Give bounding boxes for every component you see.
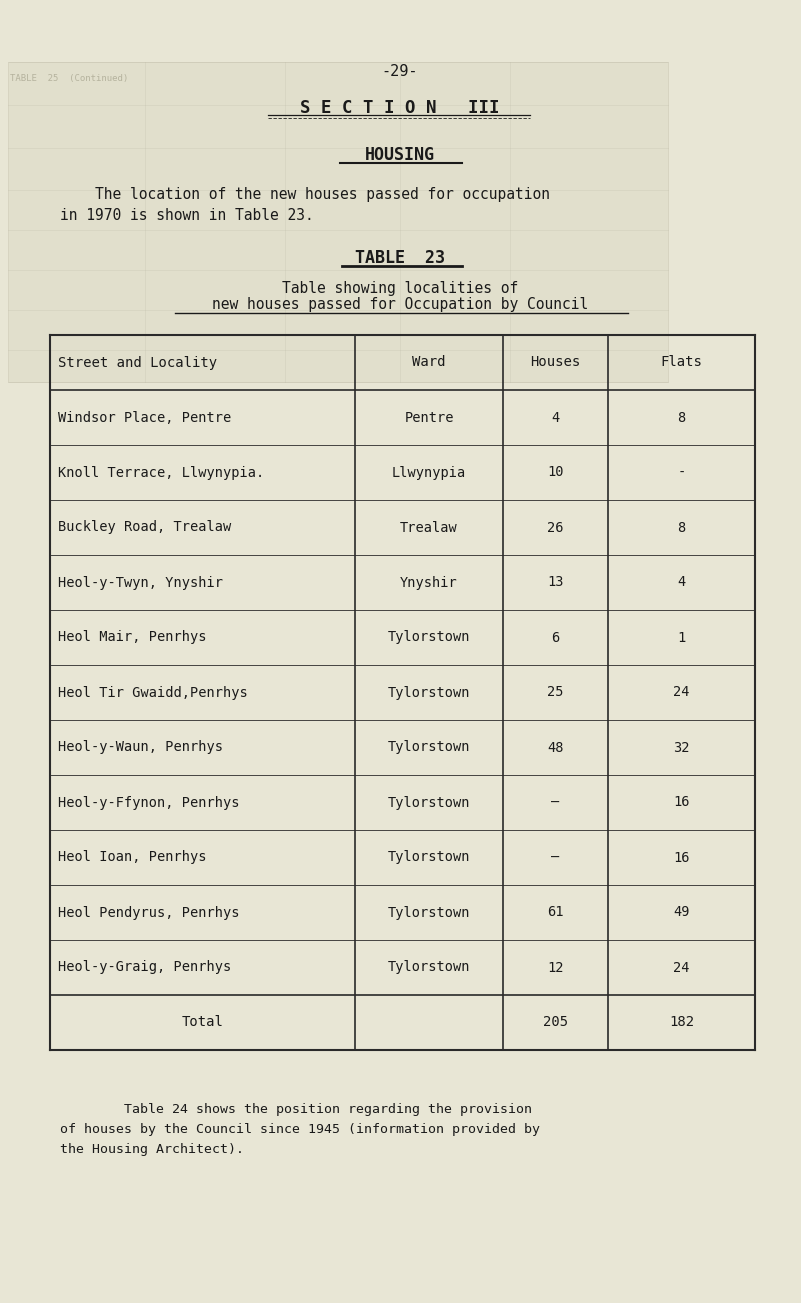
Text: Heol-y-Waun, Penrhys: Heol-y-Waun, Penrhys	[58, 740, 223, 754]
Text: 24: 24	[674, 685, 690, 700]
Text: Tylorstown: Tylorstown	[388, 685, 470, 700]
Text: 61: 61	[547, 906, 564, 920]
Text: Heol Mair, Penrhys: Heol Mair, Penrhys	[58, 631, 207, 645]
Text: new houses passed for Occupation by Council: new houses passed for Occupation by Coun…	[212, 297, 588, 313]
Text: Windsor Place, Pentre: Windsor Place, Pentre	[58, 410, 231, 425]
Text: Flats: Flats	[661, 356, 702, 370]
Text: Llwynypia: Llwynypia	[392, 465, 466, 480]
Text: Tylorstown: Tylorstown	[388, 796, 470, 809]
Text: Heol-y-Twyn, Ynyshir: Heol-y-Twyn, Ynyshir	[58, 576, 223, 589]
Text: 16: 16	[674, 796, 690, 809]
Text: 182: 182	[669, 1015, 694, 1029]
Text: –: –	[551, 796, 560, 809]
Text: Heol Pendyrus, Penrhys: Heol Pendyrus, Penrhys	[58, 906, 239, 920]
Text: 4: 4	[678, 576, 686, 589]
Text: Buckley Road, Trealaw: Buckley Road, Trealaw	[58, 520, 231, 534]
Text: -29-: -29-	[382, 65, 418, 79]
Text: 32: 32	[674, 740, 690, 754]
Text: the Housing Architect).: the Housing Architect).	[60, 1144, 244, 1157]
Text: of houses by the Council since 1945 (information provided by: of houses by the Council since 1945 (inf…	[60, 1123, 540, 1136]
Text: Trealaw: Trealaw	[400, 520, 458, 534]
Text: Street and Locality: Street and Locality	[58, 356, 217, 370]
Text: Knoll Terrace, Llwynypia.: Knoll Terrace, Llwynypia.	[58, 465, 264, 480]
Text: 24: 24	[674, 960, 690, 975]
Text: Ward: Ward	[413, 356, 445, 370]
Text: Pentre: Pentre	[405, 410, 453, 425]
Text: 13: 13	[547, 576, 564, 589]
Text: Tylorstown: Tylorstown	[388, 740, 470, 754]
Text: Table showing localities of: Table showing localities of	[282, 280, 518, 296]
Text: Tylorstown: Tylorstown	[388, 851, 470, 864]
Text: -: -	[678, 465, 686, 480]
Text: S E C T I O N   III: S E C T I O N III	[300, 99, 500, 117]
Text: 26: 26	[547, 520, 564, 534]
Text: Heol Tir Gwaidd,Penrhys: Heol Tir Gwaidd,Penrhys	[58, 685, 248, 700]
Text: Total: Total	[182, 1015, 223, 1029]
Text: The location of the new houses passed for occupation: The location of the new houses passed fo…	[60, 188, 550, 202]
Text: 8: 8	[678, 410, 686, 425]
Text: Heol-y-Ffynon, Penrhys: Heol-y-Ffynon, Penrhys	[58, 796, 239, 809]
Text: 10: 10	[547, 465, 564, 480]
Text: Heol-y-Graig, Penrhys: Heol-y-Graig, Penrhys	[58, 960, 231, 975]
Text: TABLE  23: TABLE 23	[355, 249, 445, 267]
Text: 49: 49	[674, 906, 690, 920]
Text: Tylorstown: Tylorstown	[388, 631, 470, 645]
Text: 8: 8	[678, 520, 686, 534]
Text: 16: 16	[674, 851, 690, 864]
Text: Heol Ioan, Penrhys: Heol Ioan, Penrhys	[58, 851, 207, 864]
Text: TABLE  25  (Continued): TABLE 25 (Continued)	[10, 73, 128, 82]
Text: in 1970 is shown in Table 23.: in 1970 is shown in Table 23.	[60, 207, 314, 223]
Text: Ynyshir: Ynyshir	[400, 576, 458, 589]
Text: Houses: Houses	[530, 356, 581, 370]
Text: 6: 6	[551, 631, 560, 645]
Text: HOUSING: HOUSING	[365, 146, 435, 164]
Text: –: –	[551, 851, 560, 864]
Text: 25: 25	[547, 685, 564, 700]
Text: 205: 205	[543, 1015, 568, 1029]
Text: Table 24 shows the position regarding the provision: Table 24 shows the position regarding th…	[60, 1104, 532, 1117]
Text: 4: 4	[551, 410, 560, 425]
Text: 48: 48	[547, 740, 564, 754]
Text: 1: 1	[678, 631, 686, 645]
Text: Tylorstown: Tylorstown	[388, 906, 470, 920]
Text: Tylorstown: Tylorstown	[388, 960, 470, 975]
Bar	[8, 63, 668, 382]
Text: 12: 12	[547, 960, 564, 975]
